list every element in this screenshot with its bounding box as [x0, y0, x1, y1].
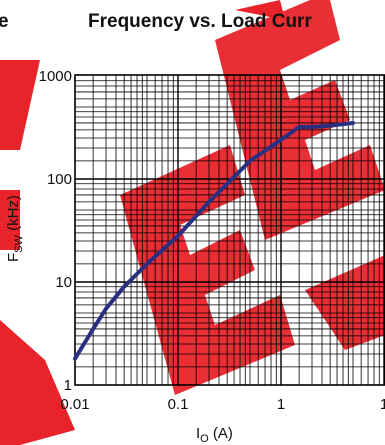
y-tick-label: 100: [47, 171, 72, 188]
x-tick-label: 1: [277, 396, 285, 413]
x-tick-label: 0.01: [60, 396, 89, 413]
series-layer: [73, 121, 355, 361]
title-fragment-left: e: [0, 11, 9, 32]
tick-labels: 0.01 0.1 1 1 1 10 100 1000: [39, 68, 385, 413]
y-tick-label: 1: [64, 377, 72, 394]
y-axis-label: FSW (kHz): [5, 195, 25, 262]
x-tick-label: 1: [380, 396, 385, 413]
x-tick-label: 0.1: [168, 396, 189, 413]
y-tick-label: 1000: [39, 68, 72, 85]
plot-frame: [74, 74, 385, 386]
x-axis-label: IO (A): [196, 425, 233, 445]
series-line-0: [73, 121, 355, 361]
y-tick-label: 10: [55, 274, 72, 291]
chart-title: Frequency vs. Load Curr: [88, 11, 312, 32]
